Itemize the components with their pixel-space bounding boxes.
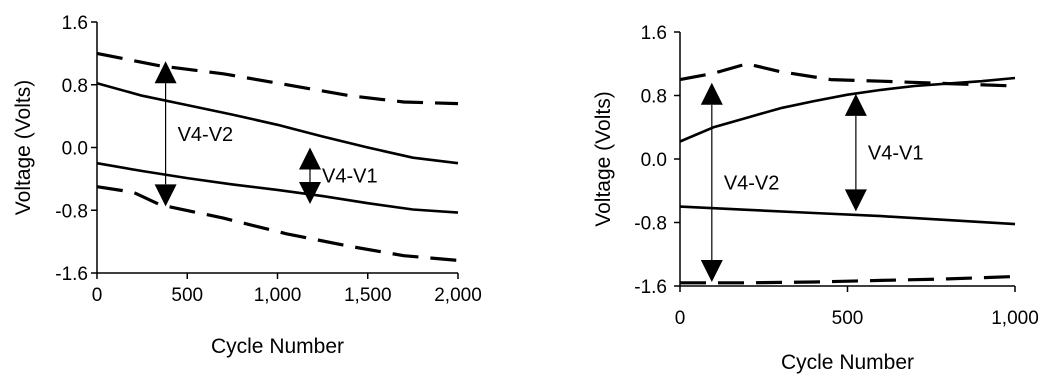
x-tick-label: 1,000 <box>991 308 1039 329</box>
y-tick-label: 0.0 <box>641 150 667 171</box>
x-axis-label: Cycle Number <box>781 351 914 374</box>
x-tick-label: 0 <box>92 285 103 306</box>
annotation-label: V4-V1 <box>322 166 378 188</box>
y-tick-label: 0.0 <box>62 139 88 160</box>
y-tick-label: 1.6 <box>62 13 88 34</box>
y-tick-label: -1.6 <box>634 277 667 298</box>
series-line-0 <box>96 51 459 106</box>
y-tick-label: -0.8 <box>634 214 667 235</box>
annotation-label: V4-V2 <box>178 124 234 146</box>
annotation-arrowhead-up <box>298 147 321 170</box>
series-line-2 <box>96 161 459 214</box>
y-axis-label: Voltage (Volts) <box>12 80 35 215</box>
y-tick-label: -0.8 <box>55 201 88 222</box>
x-tick-label: 0 <box>675 308 686 329</box>
annotation-arrowhead-up <box>154 61 177 84</box>
chart-right: 1.6 0.8 0.0 -0.8 -1.6 0 500 1,000 Cycle Number Vo… <box>592 23 1039 374</box>
chart-left: 1.6 0.8 0.0 -0.8 -1.60 500 1,000 1,500 2,000 Cycl… <box>12 13 482 358</box>
annotation-arrowhead-down <box>700 260 723 283</box>
x-axis-label: Cycle Number <box>211 335 344 358</box>
annotation-arrowhead-down <box>298 181 321 204</box>
x-tick-label: 500 <box>171 285 203 306</box>
annotation-arrowhead-down <box>844 189 867 212</box>
series-line-3 <box>96 185 459 262</box>
x-tick-label: 500 <box>832 308 864 329</box>
y-tick-label: 1.6 <box>641 23 667 44</box>
x-tick-label: 1,000 <box>254 285 302 306</box>
series-line-1 <box>679 76 1016 143</box>
annotation-arrowhead-up <box>844 93 867 116</box>
series-line-3 <box>680 274 1016 285</box>
series-line-1 <box>96 81 459 165</box>
x-tick-label: 2,000 <box>434 285 482 306</box>
series-line-2 <box>679 205 1016 226</box>
annotation-label: V4-V2 <box>724 172 780 194</box>
annotation-arrowhead-down <box>154 184 177 207</box>
y-tick-label: 0.8 <box>641 87 667 108</box>
y-tick-label: -1.6 <box>55 264 88 285</box>
y-axis-label: Voltage (Volts) <box>592 91 615 226</box>
annotation-arrowhead-up <box>700 82 723 105</box>
y-tick-label: 0.8 <box>62 76 88 97</box>
series-line-0 <box>679 62 1016 88</box>
annotation-label: V4-V1 <box>868 143 924 165</box>
x-tick-label: 1,500 <box>344 285 392 306</box>
